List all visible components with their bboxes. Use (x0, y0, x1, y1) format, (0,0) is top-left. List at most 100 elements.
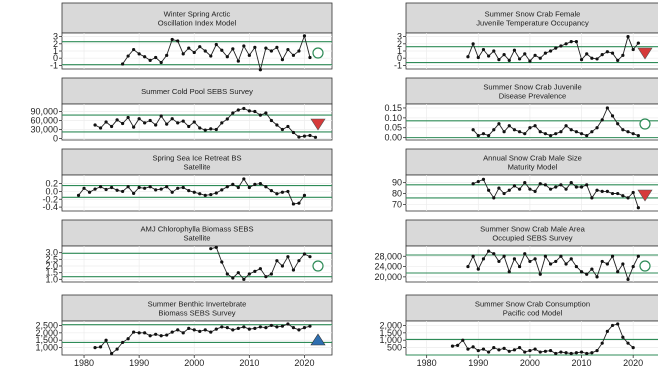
x-tick-label: 1980 (417, 358, 437, 368)
data-point (258, 267, 262, 271)
data-point (574, 264, 578, 269)
data-point (559, 254, 563, 258)
data-point (297, 201, 301, 205)
data-point (297, 259, 301, 263)
data-point (476, 134, 480, 138)
data-point (559, 44, 563, 48)
data-point (502, 254, 506, 258)
data-point (231, 47, 235, 51)
panel-title: Summer Cold Pool SEBS Survey (141, 87, 253, 96)
data-point (533, 347, 537, 351)
data-point (574, 185, 578, 189)
data-point (165, 53, 169, 57)
data-point (456, 343, 460, 347)
data-point (487, 188, 491, 192)
data-point (590, 351, 594, 355)
plot-area (61, 245, 333, 283)
data-point (517, 346, 522, 350)
data-point (512, 348, 517, 352)
data-point (590, 196, 594, 200)
data-point (481, 347, 486, 351)
data-point (600, 118, 604, 122)
x-tick-label: 2000 (184, 358, 204, 368)
data-point (269, 323, 273, 328)
data-point (264, 111, 268, 115)
panel-title: Occupied SEBS Survey (492, 234, 572, 243)
data-point (286, 255, 290, 259)
data-point (481, 132, 486, 136)
panel-title: AMJ Chlorophylla Biomass SEBS (140, 225, 253, 234)
data-point (291, 268, 296, 272)
series-line (467, 35, 639, 62)
data-point (220, 121, 224, 125)
data-point (554, 259, 558, 264)
data-point (176, 328, 180, 332)
y-tick-label: 0.00 (384, 133, 402, 143)
data-point (280, 324, 285, 328)
data-point (626, 130, 630, 134)
data-point (450, 344, 455, 348)
data-point (148, 185, 152, 189)
y-tick-label: 2 (53, 39, 58, 49)
data-point (203, 128, 207, 132)
data-point (507, 349, 511, 353)
data-point (159, 187, 163, 191)
data-point (631, 190, 635, 195)
data-point (590, 56, 594, 60)
data-point (302, 252, 307, 256)
y-tick-label: 30,000 (30, 125, 58, 135)
data-point (258, 68, 262, 72)
data-point (585, 183, 589, 187)
data-point (616, 122, 620, 126)
data-point (569, 40, 573, 44)
data-point (132, 47, 136, 52)
data-point (538, 56, 542, 60)
data-point (264, 275, 268, 279)
data-point (600, 53, 604, 57)
neutral-trend-circle-icon (639, 118, 651, 130)
y-tick-label: 1,500 (379, 328, 402, 338)
data-point (143, 55, 147, 59)
data-point (203, 49, 207, 53)
data-point (471, 182, 475, 186)
y-tick-label: -1 (394, 60, 402, 70)
data-point (98, 345, 103, 349)
y-tick-label: 90 (392, 178, 402, 188)
data-point (559, 350, 563, 354)
data-point (170, 117, 174, 121)
data-point (528, 59, 532, 63)
data-point (253, 269, 257, 273)
data-point (109, 185, 114, 190)
data-point (115, 118, 119, 122)
data-point (564, 42, 568, 46)
data-point (104, 187, 108, 192)
data-point (533, 124, 537, 128)
data-point (574, 40, 578, 44)
data-point (192, 328, 196, 332)
data-point (585, 351, 589, 356)
data-point (286, 189, 290, 194)
data-point (176, 186, 180, 190)
data-point (471, 42, 475, 46)
data-point (523, 252, 527, 256)
panel-title: Maturity Model (508, 163, 558, 172)
y-tick-label: 20,000 (374, 272, 402, 282)
data-point (291, 130, 296, 135)
data-point (579, 132, 584, 136)
data-point (492, 49, 496, 53)
panel-title: Summer Snow Crab Juvenile (483, 83, 581, 92)
data-point (297, 328, 301, 332)
data-point (236, 271, 240, 275)
data-point (220, 48, 224, 52)
data-point (165, 122, 169, 126)
plot-area (61, 103, 333, 141)
data-point (121, 189, 125, 194)
panel-title: Winter Spring Arctic (164, 10, 231, 19)
data-point (253, 109, 257, 114)
data-point (517, 264, 522, 269)
data-point (87, 190, 92, 194)
panel-title: Satellite (183, 234, 210, 243)
data-point (242, 325, 246, 329)
